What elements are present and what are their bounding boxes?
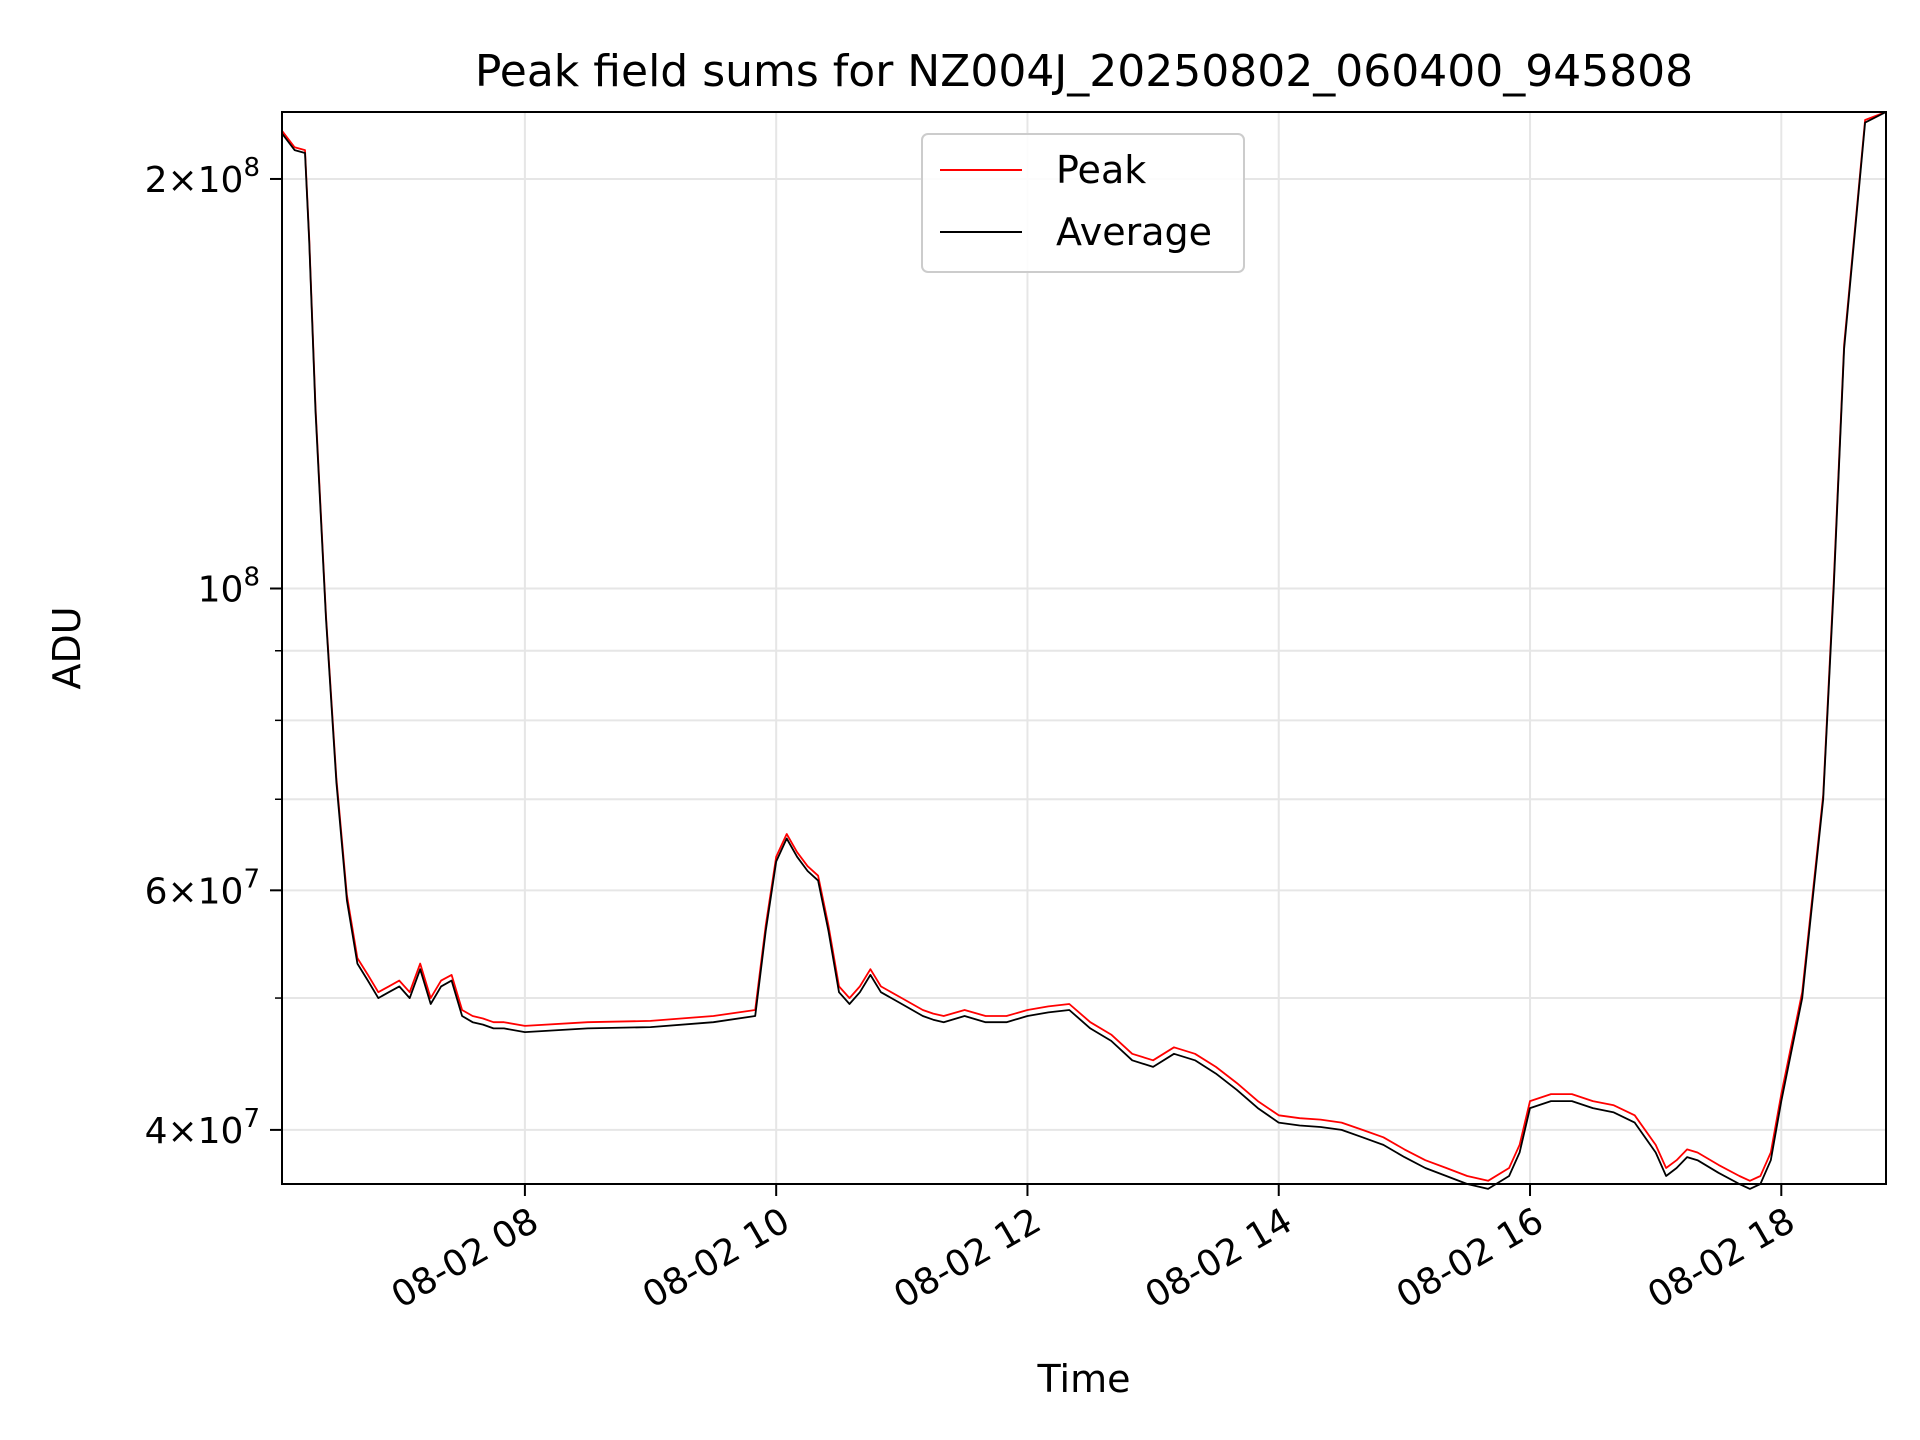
y-tick-label: 4×107	[145, 1104, 260, 1152]
y-tick-label: 108	[198, 563, 260, 611]
legend-label-peak: Peak	[1056, 148, 1146, 192]
plot-frame	[281, 111, 1887, 1185]
y-axis-label: ADU	[45, 606, 89, 689]
y-tick-label: 6×107	[145, 864, 260, 912]
legend-box	[921, 133, 1245, 273]
x-axis-label: Time	[1037, 1357, 1131, 1401]
y-axis: 4×107 6×107 108 2×108	[145, 153, 282, 1152]
chart-title: Peak field sums for NZ004J_20250802_0604…	[475, 46, 1693, 97]
legend: Peak Average	[921, 133, 1245, 273]
y-tick-label: 2×108	[145, 153, 260, 201]
legend-label-average: Average	[1056, 210, 1212, 254]
